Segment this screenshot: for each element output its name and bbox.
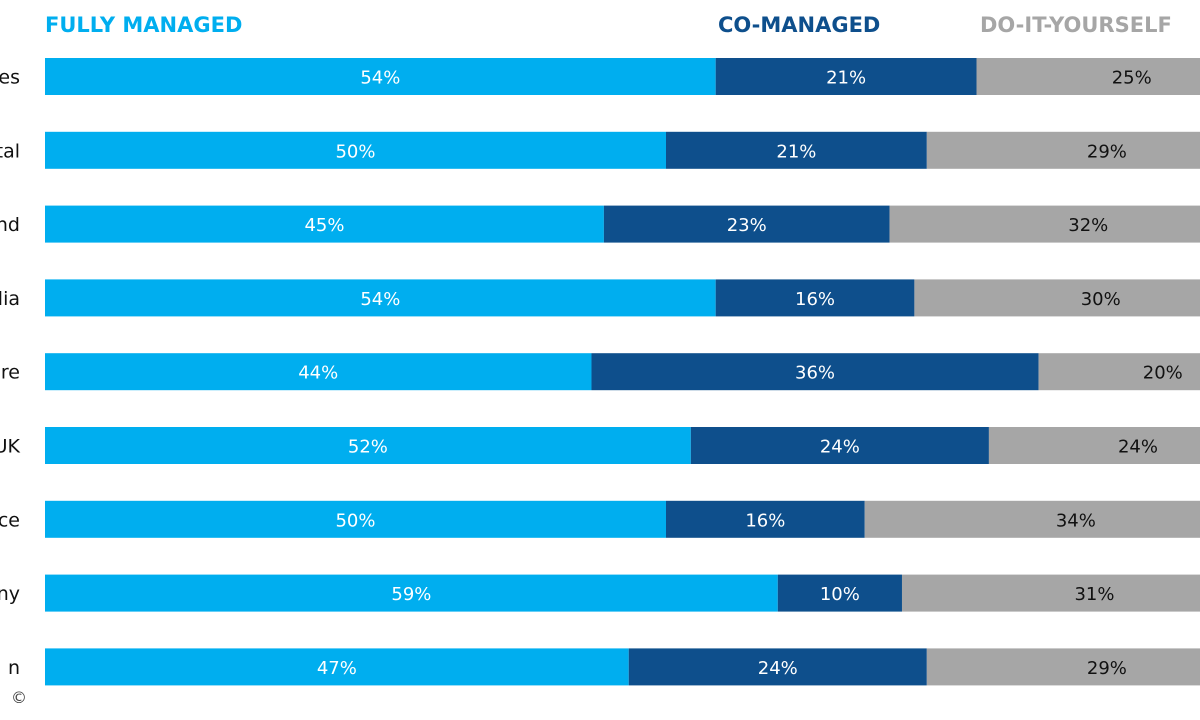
bar-fully-managed-tal: [45, 131, 666, 169]
bar-co-managed-ny: [777, 574, 902, 612]
value-label-do-it-yourself-tal: 29%: [1087, 141, 1127, 162]
value-label-do-it-yourself-ce: 34%: [1056, 510, 1096, 531]
legend-fully-managed: FULLY MANAGED: [45, 13, 242, 37]
bar-fully-managed-es: [45, 58, 716, 95]
bar-fully-managed-re: [45, 353, 592, 391]
category-label-es: es: [0, 67, 20, 89]
value-label-co-managed-nd: 23%: [727, 215, 767, 236]
value-label-fully-managed-re: 44%: [298, 363, 338, 384]
bar-fully-managed-uk: [45, 427, 691, 464]
bar-do-it-yourself-n: [926, 648, 1200, 686]
legend-do-it-yourself: DO-IT-YOURSELF: [980, 13, 1172, 37]
value-label-fully-managed-ce: 50%: [335, 510, 375, 531]
copyright-mark: ©: [11, 688, 27, 707]
value-label-co-managed-es: 21%: [826, 68, 866, 89]
value-label-fully-managed-n: 47%: [317, 658, 357, 679]
bar-fully-managed-ce: [45, 500, 666, 538]
bar-do-it-yourself-nd: [889, 205, 1200, 243]
bar-co-managed-uk: [690, 427, 989, 464]
category-label-lia: lia: [0, 288, 20, 310]
bar-do-it-yourself-lia: [914, 279, 1200, 317]
bar-co-managed-es: [715, 58, 977, 95]
value-label-co-managed-ce: 16%: [745, 510, 785, 531]
legend-co-managed: CO-MANAGED: [718, 13, 880, 37]
bar-fully-managed-nd: [45, 205, 604, 243]
bar-co-managed-ce: [666, 500, 865, 538]
bar-do-it-yourself-ny: [901, 574, 1200, 612]
value-label-fully-managed-lia: 54%: [360, 289, 400, 310]
bar-do-it-yourself-tal: [926, 131, 1200, 169]
value-label-co-managed-n: 24%: [758, 658, 798, 679]
category-label-ny: ny: [0, 583, 20, 605]
value-label-fully-managed-es: 54%: [360, 68, 400, 89]
value-label-do-it-yourself-uk: 24%: [1118, 437, 1158, 458]
value-label-do-it-yourself-n: 29%: [1087, 658, 1127, 679]
value-label-co-managed-lia: 16%: [795, 289, 835, 310]
value-label-do-it-yourself-ny: 31%: [1074, 584, 1114, 605]
value-label-co-managed-ny: 10%: [820, 584, 860, 605]
value-label-fully-managed-ny: 59%: [391, 584, 431, 605]
bar-do-it-yourself-es: [976, 58, 1200, 95]
category-label-ce: ce: [0, 509, 20, 531]
bar-do-it-yourself-re: [1038, 353, 1200, 391]
bar-co-managed-tal: [666, 131, 927, 169]
value-label-co-managed-re: 36%: [795, 363, 835, 384]
bar-do-it-yourself-uk: [988, 427, 1200, 464]
bar-co-managed-n: [628, 648, 927, 686]
bar-fully-managed-lia: [45, 279, 716, 317]
bar-co-managed-lia: [715, 279, 915, 317]
bar-fully-managed-ny: [45, 574, 778, 612]
value-label-fully-managed-nd: 45%: [304, 215, 344, 236]
value-label-co-managed-tal: 21%: [776, 141, 816, 162]
bar-fully-managed-n: [45, 648, 629, 686]
category-label-re: re: [1, 362, 20, 384]
value-label-fully-managed-tal: 50%: [335, 141, 375, 162]
value-label-fully-managed-uk: 52%: [348, 437, 388, 458]
bar-co-managed-re: [591, 353, 1039, 391]
value-label-do-it-yourself-es: 25%: [1112, 68, 1152, 89]
value-label-co-managed-uk: 24%: [820, 437, 860, 458]
category-label-n: n: [8, 657, 20, 679]
category-label-uk: UK: [0, 436, 21, 458]
bar-do-it-yourself-ce: [864, 500, 1200, 538]
category-label-tal: tal: [0, 140, 20, 162]
value-label-do-it-yourself-nd: 32%: [1068, 215, 1108, 236]
category-label-nd: nd: [0, 214, 20, 236]
value-label-do-it-yourself-lia: 30%: [1081, 289, 1121, 310]
bar-co-managed-nd: [603, 205, 890, 243]
value-label-do-it-yourself-re: 20%: [1143, 363, 1183, 384]
